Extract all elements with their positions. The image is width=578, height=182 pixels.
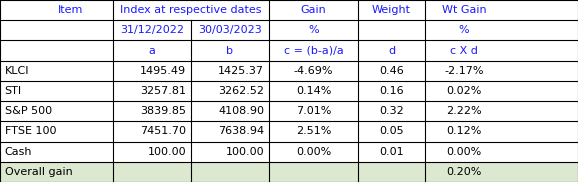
Text: Index at respective dates: Index at respective dates: [120, 5, 261, 15]
Text: 0.14%: 0.14%: [296, 86, 331, 96]
Bar: [0, 40, 578, 61]
Text: Overall gain: Overall gain: [5, 167, 72, 177]
Text: 1495.49: 1495.49: [140, 66, 186, 76]
Text: Cash: Cash: [5, 147, 32, 157]
Text: 0.32: 0.32: [379, 106, 404, 116]
Text: 0.00%: 0.00%: [446, 147, 481, 157]
Text: 0.20%: 0.20%: [446, 167, 481, 177]
Bar: [0, 81, 578, 101]
Text: 2.22%: 2.22%: [446, 106, 481, 116]
Text: 0.12%: 0.12%: [446, 126, 481, 136]
Text: b: b: [226, 46, 234, 56]
Text: 0.05: 0.05: [379, 126, 404, 136]
Bar: [0, 142, 578, 162]
Bar: [0, 121, 578, 142]
Text: 100.00: 100.00: [147, 147, 186, 157]
Text: 3257.81: 3257.81: [140, 86, 186, 96]
Text: a: a: [149, 46, 155, 56]
Text: 0.46: 0.46: [379, 66, 404, 76]
Text: 0.01: 0.01: [379, 147, 404, 157]
Text: KLCI: KLCI: [5, 66, 29, 76]
Text: 7451.70: 7451.70: [140, 126, 186, 136]
Text: -4.69%: -4.69%: [294, 66, 334, 76]
Text: c X d: c X d: [450, 46, 478, 56]
Text: 100.00: 100.00: [225, 147, 264, 157]
Text: 3839.85: 3839.85: [140, 106, 186, 116]
Text: 7638.94: 7638.94: [218, 126, 264, 136]
Text: 7.01%: 7.01%: [296, 106, 331, 116]
Text: 1425.37: 1425.37: [218, 66, 264, 76]
Text: 0.16: 0.16: [379, 86, 404, 96]
Text: Wt Gain: Wt Gain: [442, 5, 486, 15]
Text: 2.51%: 2.51%: [296, 126, 331, 136]
Text: FTSE 100: FTSE 100: [5, 126, 56, 136]
Text: 0.00%: 0.00%: [296, 147, 331, 157]
Text: 30/03/2023: 30/03/2023: [198, 25, 262, 35]
Text: 31/12/2022: 31/12/2022: [120, 25, 184, 35]
Bar: [0, 61, 578, 81]
Text: -2.17%: -2.17%: [444, 66, 484, 76]
Text: S&P 500: S&P 500: [5, 106, 52, 116]
Text: d: d: [388, 46, 395, 56]
Bar: [0, 20, 578, 40]
Text: %: %: [308, 25, 319, 35]
Text: Gain: Gain: [301, 5, 327, 15]
Text: STI: STI: [5, 86, 22, 96]
Bar: [0, 162, 578, 182]
Text: c = (b-a)/a: c = (b-a)/a: [284, 46, 343, 56]
Text: Weight: Weight: [372, 5, 411, 15]
Bar: [0, 0, 578, 20]
Text: 3262.52: 3262.52: [218, 86, 264, 96]
Text: Item: Item: [58, 5, 83, 15]
Text: 0.02%: 0.02%: [446, 86, 481, 96]
Bar: [0, 101, 578, 121]
Text: %: %: [458, 25, 469, 35]
Text: 4108.90: 4108.90: [218, 106, 264, 116]
